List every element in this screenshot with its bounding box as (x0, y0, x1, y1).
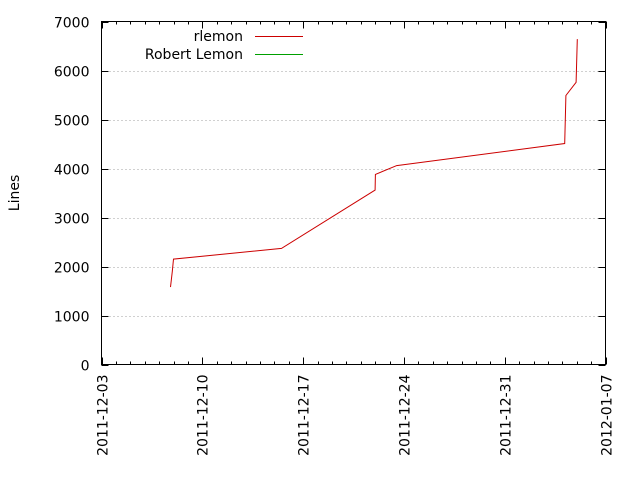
y-tick-label: 0 (81, 359, 90, 375)
y-tick-label: 6000 (54, 65, 90, 81)
y-tick-labels: 0 1000 2000 3000 4000 5000 6000 7000 (54, 16, 90, 375)
x-tick-label: 2011-12-31 (499, 375, 515, 456)
legend-label: Robert Lemon (145, 47, 243, 63)
legend-label: rlemon (194, 29, 243, 45)
x-tick-labels: 2011-12-03 2011-12-10 2011-12-17 2011-12-24… (96, 374, 616, 455)
x-tick-label: 2011-12-24 (398, 374, 414, 455)
x-tick-label: 2011-12-03 (96, 375, 112, 456)
legend: rlemon Robert Lemon (145, 29, 303, 63)
x-tick-label: 2011-12-10 (196, 375, 212, 456)
grid-lines (101, 71, 606, 317)
y-axis-label: Lines (7, 175, 23, 211)
y-tick-label: 5000 (54, 114, 90, 130)
series-line-rlemon (170, 39, 578, 288)
plot-frame (101, 21, 606, 365)
y-tick-label: 7000 (54, 16, 90, 32)
y-tick-label: 3000 (54, 212, 90, 228)
y-tick-label: 2000 (54, 261, 90, 277)
axis-ticks (101, 21, 607, 366)
y-tick-label: 1000 (54, 310, 90, 326)
x-tick-label: 2011-12-17 (297, 375, 313, 456)
x-tick-label: 2012-01-07 (600, 375, 616, 456)
series-lines (170, 39, 578, 288)
y-tick-label: 4000 (54, 163, 90, 179)
